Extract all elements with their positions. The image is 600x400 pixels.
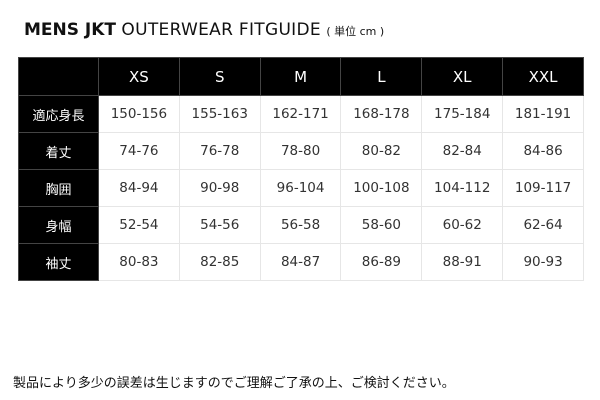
measurement-cell: 84-87 [259, 243, 342, 281]
measurement-cell: 80-82 [340, 132, 423, 170]
table-row: 着丈 74-76 76-78 78-80 80-82 82-84 84-86 [18, 132, 584, 170]
measurement-cell: 78-80 [259, 132, 342, 170]
measurement-cell: 62-64 [502, 206, 584, 244]
size-header: L [340, 57, 423, 96]
table-row: 身幅 52-54 54-56 56-58 58-60 60-62 62-64 [18, 206, 584, 244]
row-label: 身幅 [18, 206, 99, 244]
measurement-cell: 84-94 [98, 169, 180, 207]
measurement-cell: 90-93 [502, 243, 584, 281]
measurement-cell: 100-108 [340, 169, 423, 207]
title-light: OUTERWEAR FITGUIDE [121, 20, 321, 40]
size-header: XL [421, 57, 504, 96]
size-header: XS [98, 57, 180, 96]
measurement-cell: 168-178 [340, 95, 423, 133]
disclaimer-note: 製品により多少の誤差は生じますのでご理解ご了承の上、ご検討ください。 [13, 376, 455, 391]
measurement-cell: 162-171 [259, 95, 342, 133]
row-label: 胸囲 [18, 169, 99, 207]
corner-cell [18, 57, 99, 96]
measurement-cell: 86-89 [340, 243, 423, 281]
measurement-cell: 90-98 [178, 169, 261, 207]
size-header: XXL [502, 57, 584, 96]
measurement-cell: 84-86 [502, 132, 584, 170]
measurement-cell: 56-58 [259, 206, 342, 244]
size-header: S [178, 57, 261, 96]
measurement-cell: 52-54 [98, 206, 180, 244]
measurement-cell: 96-104 [259, 169, 342, 207]
row-label: 袖丈 [18, 243, 99, 281]
measurement-cell: 74-76 [98, 132, 180, 170]
row-label: 着丈 [18, 132, 99, 170]
measurement-cell: 181-191 [502, 95, 584, 133]
measurement-cell: 109-117 [502, 169, 584, 207]
measurement-cell: 60-62 [421, 206, 504, 244]
measurement-cell: 88-91 [421, 243, 504, 281]
row-label: 適応身長 [18, 95, 99, 133]
measurement-cell: 82-84 [421, 132, 504, 170]
measurement-cell: 80-83 [98, 243, 180, 281]
header-row: XS S M L XL XXL [18, 57, 584, 96]
measurement-cell: 175-184 [421, 95, 504, 133]
measurement-cell: 76-78 [178, 132, 261, 170]
measurement-cell: 104-112 [421, 169, 504, 207]
measurement-cell: 58-60 [340, 206, 423, 244]
table-row: 袖丈 80-83 82-85 84-87 86-89 88-91 90-93 [18, 243, 584, 281]
measurement-cell: 155-163 [178, 95, 261, 133]
measurement-cell: 82-85 [178, 243, 261, 281]
title-bold: MENS JKT [24, 20, 117, 40]
page-title: MENS JKT OUTERWEAR FITGUIDE ( 単位 cm ) [24, 20, 384, 40]
size-header: M [259, 57, 342, 96]
measurement-cell: 150-156 [98, 95, 180, 133]
unit-label: ( 単位 cm ) [326, 25, 385, 38]
table-row: 胸囲 84-94 90-98 96-104 100-108 104-112 109-117 [18, 169, 584, 207]
measurement-cell: 54-56 [178, 206, 261, 244]
size-chart-table: XS S M L XL XXL 適応身長 150-156 155-163 162-17… [18, 57, 584, 281]
table-row: 適応身長 150-156 155-163 162-171 168-178 175-184 1… [18, 95, 584, 133]
